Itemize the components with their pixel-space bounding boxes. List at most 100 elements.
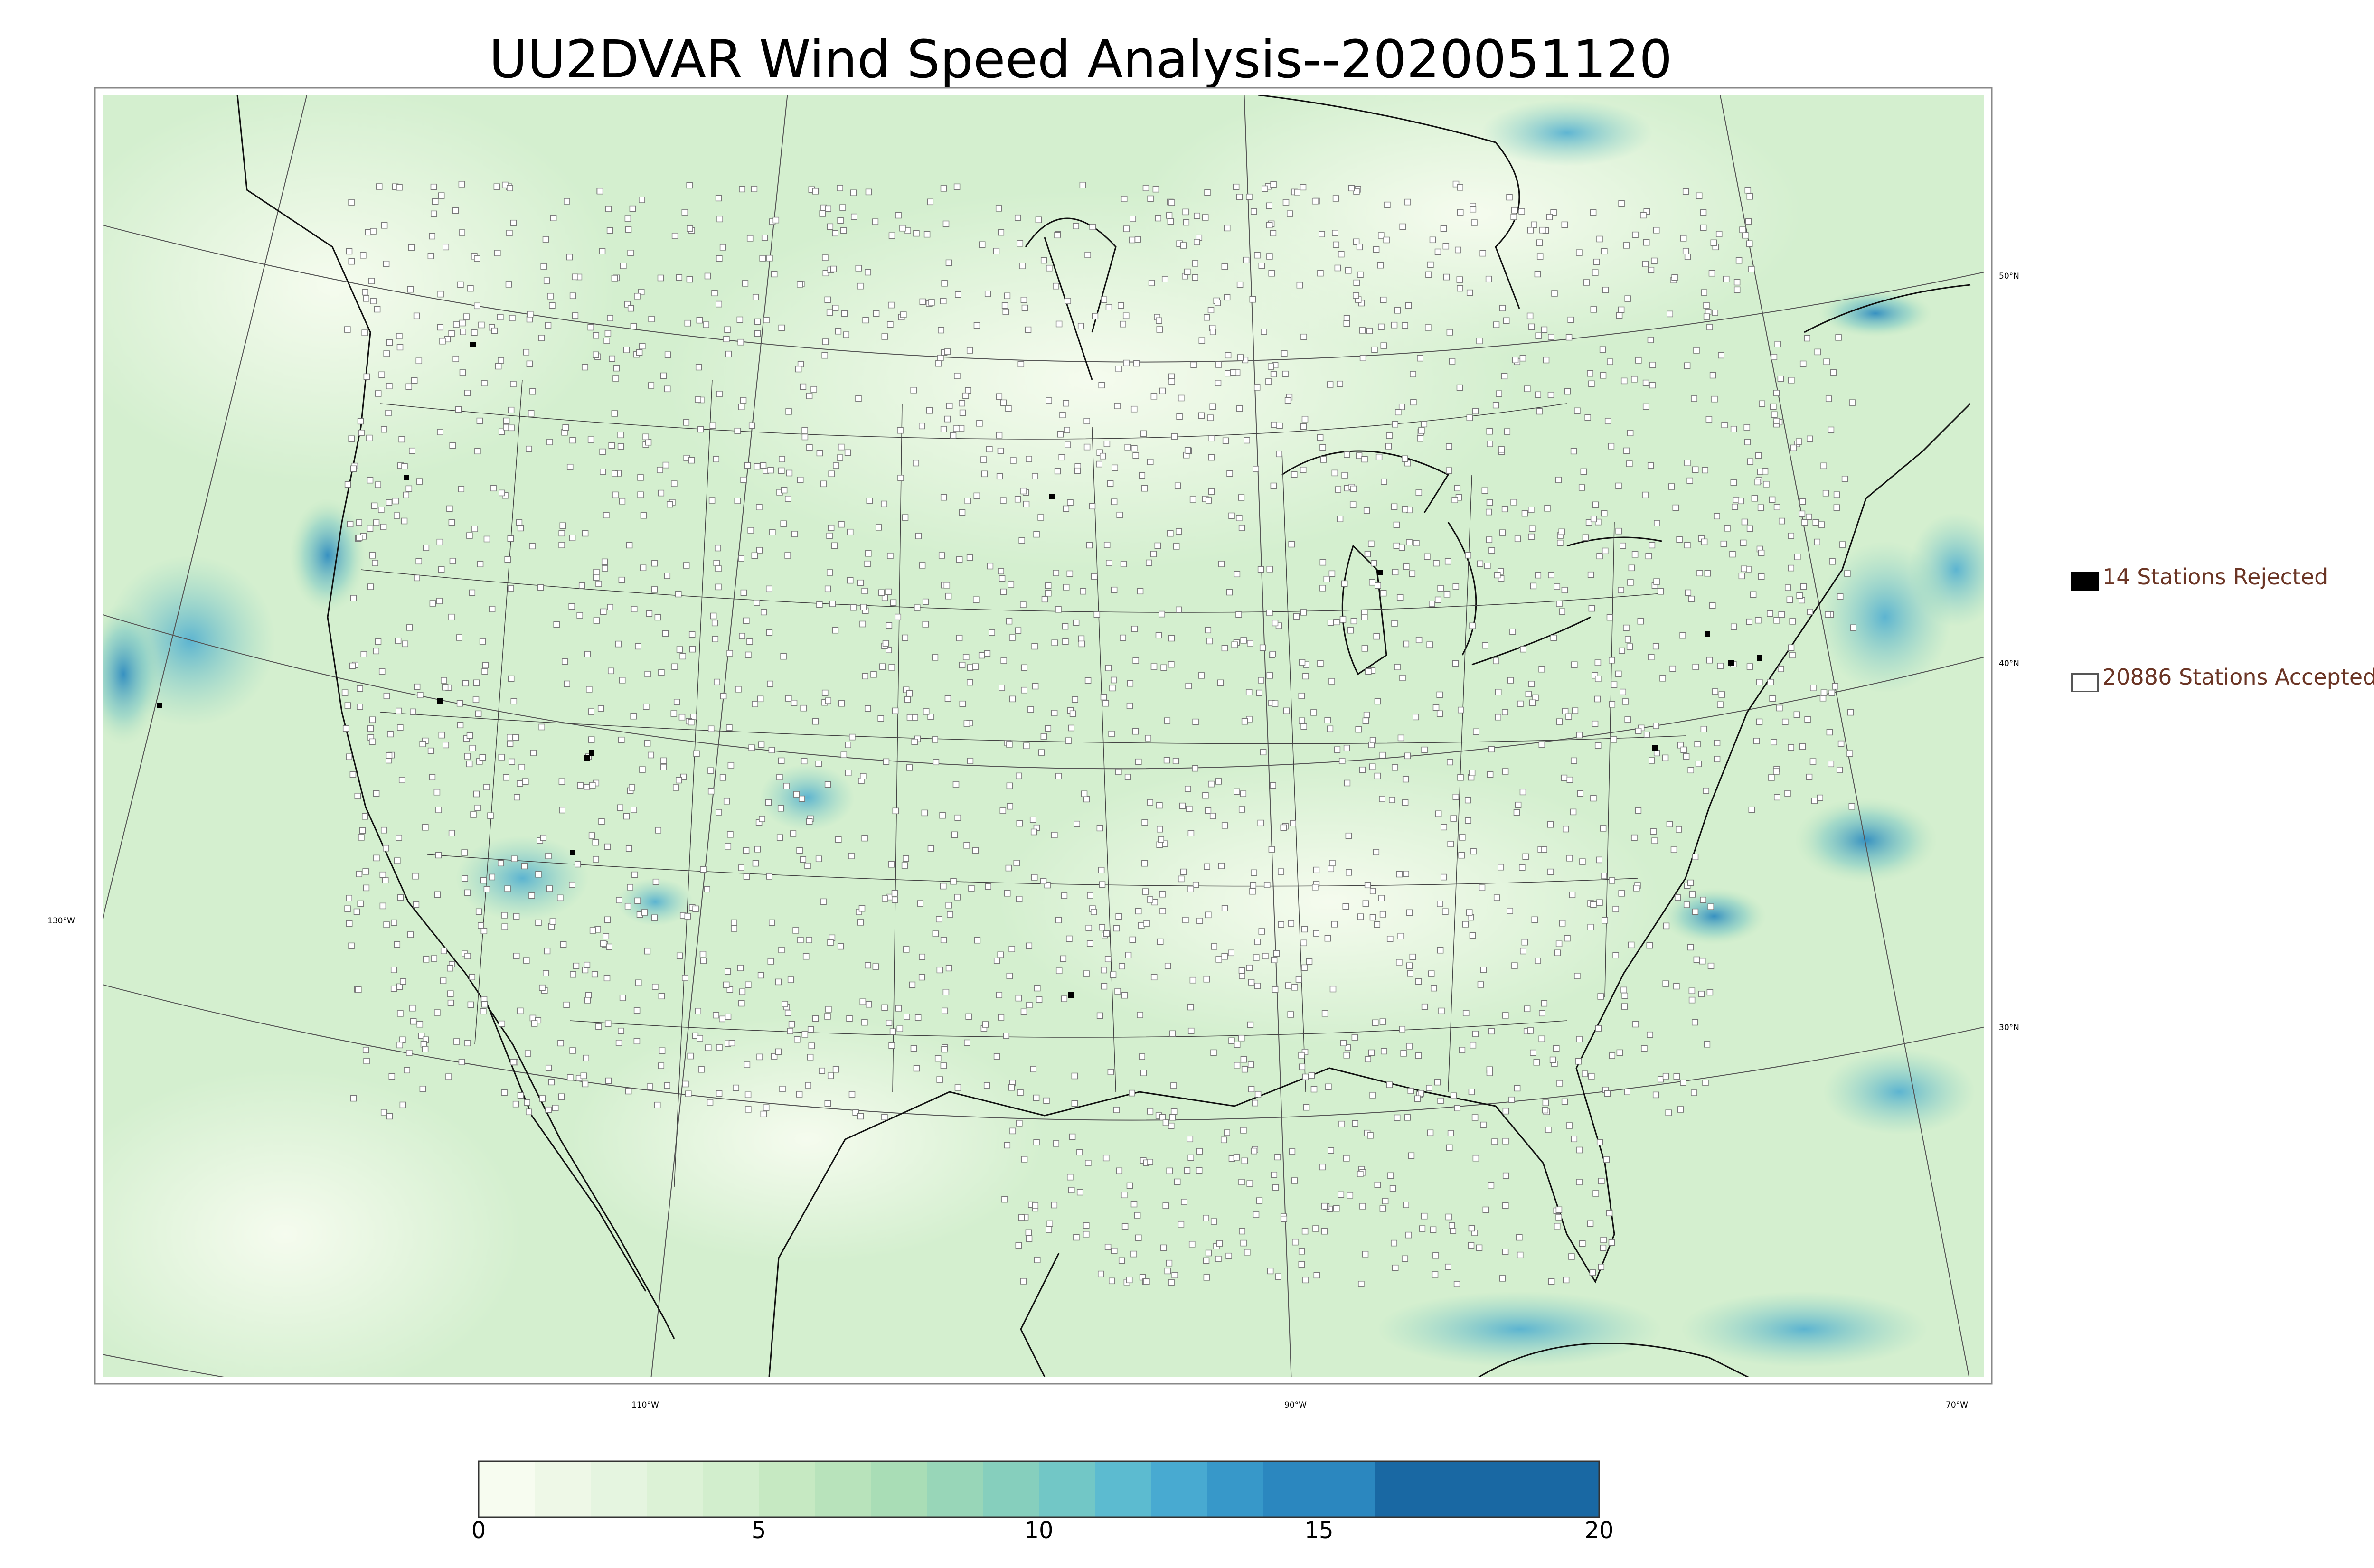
accepted-station-marker (1142, 185, 1149, 191)
accepted-station-marker (1345, 832, 1352, 839)
accepted-station-marker (1452, 660, 1459, 667)
accepted-station-marker (397, 724, 404, 731)
accepted-station-marker (1379, 911, 1386, 918)
accepted-station-marker (785, 695, 792, 702)
accepted-station-marker (1040, 878, 1047, 884)
accepted-station-marker (965, 387, 971, 394)
accepted-station-marker (965, 1013, 972, 1020)
accepted-station-marker (873, 310, 880, 317)
accepted-station-marker (1247, 1021, 1254, 1028)
accepted-station-marker (1650, 828, 1657, 835)
accepted-station-marker (777, 805, 784, 812)
accepted-station-marker (736, 316, 744, 323)
accepted-station-marker (733, 1084, 739, 1091)
accepted-station-marker (431, 210, 437, 217)
accepted-station-marker (584, 961, 591, 968)
accepted-station-marker (1600, 825, 1607, 832)
accepted-station-marker (740, 477, 747, 483)
accepted-station-marker (1730, 479, 1737, 486)
accepted-station-marker (998, 568, 1004, 574)
accepted-station-marker (974, 937, 981, 944)
accepted-station-marker (865, 269, 871, 276)
accepted-station-marker (1800, 583, 1807, 590)
accepted-station-marker (1187, 1154, 1194, 1161)
accepted-station-marker (846, 1015, 853, 1022)
accepted-station-marker (1602, 917, 1608, 924)
accepted-station-marker (1069, 710, 1076, 717)
accepted-station-marker (373, 790, 380, 797)
accepted-station-marker (639, 343, 646, 349)
accepted-station-marker (1031, 874, 1038, 881)
accepted-station-marker (1784, 790, 1791, 797)
accepted-station-marker (865, 962, 871, 969)
accepted-station-marker (1482, 1206, 1489, 1213)
accepted-station-marker (1178, 394, 1185, 402)
accepted-station-marker (1563, 826, 1569, 833)
accepted-station-marker (1374, 698, 1381, 705)
accepted-station-marker (1415, 489, 1423, 496)
accepted-station-marker (1055, 773, 1062, 779)
accepted-station-marker (582, 364, 588, 371)
accepted-station-marker (664, 385, 671, 393)
accepted-station-marker (1251, 208, 1257, 215)
accepted-station-marker (963, 720, 970, 727)
accepted-station-marker (1038, 749, 1045, 756)
lon-label-90w: 90°W (1284, 1400, 1307, 1410)
accepted-station-marker (1499, 1275, 1506, 1282)
accepted-station-marker (626, 542, 633, 549)
accepted-station-marker (1053, 282, 1059, 290)
accepted-station-marker (1684, 460, 1691, 466)
accepted-station-marker (1799, 360, 1807, 367)
accepted-station-marker (641, 909, 648, 916)
accepted-station-marker (1702, 467, 1708, 474)
accepted-station-marker (1673, 983, 1680, 990)
accepted-station-marker (1615, 670, 1622, 677)
accepted-station-marker (1698, 991, 1705, 997)
accepted-station-marker (995, 205, 1002, 212)
accepted-station-marker (372, 560, 378, 566)
accepted-station-marker (1711, 395, 1718, 403)
accepted-station-marker (1180, 868, 1187, 875)
accepted-station-marker (1663, 922, 1670, 930)
accepted-station-marker (1580, 468, 1587, 475)
accepted-station-marker (797, 477, 804, 483)
accepted-station-marker (366, 434, 373, 441)
accepted-station-marker (1119, 963, 1125, 970)
accepted-station-marker (1687, 944, 1694, 951)
accepted-station-marker (1281, 350, 1288, 357)
accepted-station-marker (460, 329, 466, 335)
accepted-station-marker (1026, 1002, 1033, 1008)
accepted-station-marker (1733, 279, 1741, 286)
accepted-station-marker (436, 538, 443, 545)
accepted-station-marker (1215, 361, 1222, 368)
figure-title: UU2DVAR Wind Speed Analysis--2020051120 (489, 29, 1673, 90)
accepted-station-marker (1086, 542, 1093, 549)
accepted-station-marker (357, 685, 363, 692)
accepted-station-marker (504, 885, 511, 892)
accepted-station-marker (508, 675, 515, 682)
accepted-station-marker (1477, 560, 1484, 567)
accepted-station-marker (1418, 1090, 1424, 1097)
accepted-station-marker (1598, 1264, 1605, 1270)
accepted-station-marker (1469, 770, 1476, 776)
accepted-station-marker (1806, 513, 1812, 520)
accepted-station-marker (1849, 399, 1856, 406)
accepted-station-marker (1347, 1192, 1354, 1199)
accepted-station-marker (1466, 909, 1473, 916)
accepted-station-marker (429, 233, 435, 240)
accepted-station-marker (1741, 518, 1748, 526)
accepted-station-marker (341, 689, 349, 696)
accepted-station-marker (1675, 894, 1681, 901)
accepted-station-marker (1256, 689, 1263, 696)
accepted-station-marker (1121, 992, 1128, 999)
accepted-station-marker (415, 357, 423, 364)
accepted-station-marker (1145, 735, 1151, 742)
accepted-station-marker (1380, 296, 1387, 303)
accepted-station-marker (637, 474, 644, 481)
accepted-station-marker (713, 560, 720, 566)
accepted-station-marker (448, 830, 455, 836)
accepted-station-marker (1269, 651, 1276, 657)
accepted-station-marker (1071, 1072, 1078, 1080)
accepted-station-marker (359, 827, 366, 834)
accepted-station-marker (881, 1114, 888, 1120)
